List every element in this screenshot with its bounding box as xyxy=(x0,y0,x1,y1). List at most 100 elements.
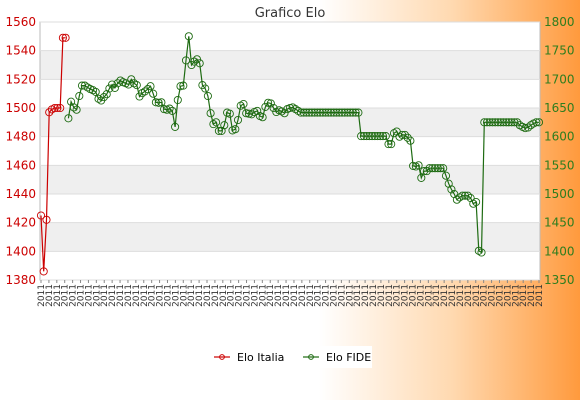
x-tick-label: 2011 xyxy=(448,284,458,307)
data-point xyxy=(154,98,163,107)
data-point xyxy=(299,108,308,117)
x-tick-label: 2011 xyxy=(488,284,498,307)
data-point xyxy=(332,108,341,117)
data-point xyxy=(532,118,541,127)
data-point xyxy=(441,171,451,180)
x-tick-label: 2011 xyxy=(527,284,537,307)
data-point xyxy=(242,109,251,118)
x-tick-label: 2011 xyxy=(266,284,276,307)
data-point xyxy=(504,118,513,127)
data-point xyxy=(45,108,54,117)
data-point xyxy=(335,108,344,117)
data-point xyxy=(91,87,100,96)
x-tick-label: 2011 xyxy=(156,284,166,307)
x-tick-label: 2011 xyxy=(100,284,110,307)
data-point xyxy=(461,191,470,200)
x-tick-label: 2011 xyxy=(385,284,395,307)
data-point xyxy=(233,115,243,125)
x-tick-label: 2011 xyxy=(37,284,47,307)
series-line-elo-fide xyxy=(67,36,539,254)
data-point xyxy=(368,132,377,141)
x-tick-label: 2011 xyxy=(361,284,371,307)
data-point xyxy=(387,140,396,149)
data-point xyxy=(321,108,330,117)
data-point xyxy=(365,132,374,141)
data-point xyxy=(354,108,363,117)
data-point xyxy=(409,161,418,170)
data-point xyxy=(376,132,385,141)
data-point xyxy=(324,108,333,117)
data-point xyxy=(400,130,409,139)
data-point xyxy=(239,99,248,109)
y-right-tick-label: 1700 xyxy=(544,72,575,86)
data-point xyxy=(357,132,366,141)
legend-box xyxy=(207,346,372,368)
y-right-tick-label: 1750 xyxy=(544,44,575,58)
x-tick-label: 2011 xyxy=(77,284,87,307)
data-point xyxy=(384,140,393,149)
series-lines xyxy=(40,36,539,272)
data-point xyxy=(499,118,508,127)
data-point xyxy=(378,132,388,141)
data-point xyxy=(266,99,275,108)
data-point xyxy=(157,98,166,107)
data-point xyxy=(485,118,494,127)
data-point xyxy=(452,195,461,204)
y-left-tick-label: 1420 xyxy=(5,216,36,230)
data-point xyxy=(113,79,122,88)
x-tick-label: 2011 xyxy=(440,284,450,307)
data-point xyxy=(477,248,486,257)
x-tick-label: 2011 xyxy=(258,284,268,307)
legend-item-elo-italia-label: Elo Italia xyxy=(237,351,284,364)
data-point xyxy=(403,133,412,142)
data-point xyxy=(165,104,174,113)
data-point xyxy=(132,81,141,90)
series-points xyxy=(36,32,544,276)
x-tick-label: 2011 xyxy=(306,284,316,307)
data-point xyxy=(151,98,160,107)
x-tick-label: 2011 xyxy=(53,284,63,307)
data-point xyxy=(313,108,322,117)
data-point xyxy=(201,84,210,93)
data-point xyxy=(296,108,305,117)
grid-band xyxy=(40,108,540,137)
x-tick-label: 2011 xyxy=(369,284,379,307)
data-point xyxy=(351,108,360,117)
x-tick-label: 2011 xyxy=(377,284,387,307)
right-axis-ticks: 1350 1400 1450 1500 1550 1600 1650 1700 1750 1800 xyxy=(544,15,575,287)
data-point xyxy=(433,164,442,173)
x-tick-label: 2011 xyxy=(132,284,142,307)
legend: Elo Italia Elo FIDE xyxy=(207,346,372,368)
y-left-tick-label: 1520 xyxy=(5,72,36,86)
x-tick-label: 2011 xyxy=(329,284,339,307)
data-point xyxy=(192,55,202,64)
data-point xyxy=(496,118,505,127)
data-point xyxy=(173,95,182,105)
data-point xyxy=(124,80,133,89)
data-point xyxy=(269,103,278,113)
data-point xyxy=(414,161,423,170)
data-point xyxy=(436,164,445,173)
data-point xyxy=(381,132,390,141)
data-point xyxy=(53,103,62,113)
data-point xyxy=(534,118,544,127)
data-point xyxy=(310,108,319,117)
data-point xyxy=(39,267,48,276)
data-point xyxy=(472,197,481,207)
data-point xyxy=(463,191,472,200)
data-point xyxy=(69,103,78,112)
data-point xyxy=(302,108,311,117)
data-point xyxy=(209,120,218,129)
data-point xyxy=(513,118,522,127)
y-right-tick-label: 1600 xyxy=(544,130,575,144)
y-left-tick-label: 1500 xyxy=(5,101,36,115)
x-tick-label: 2011 xyxy=(290,284,300,307)
data-point xyxy=(491,118,500,127)
data-point xyxy=(105,84,114,93)
data-point xyxy=(203,91,212,101)
grid-band xyxy=(40,222,540,252)
x-tick-label: 2011 xyxy=(432,284,442,307)
data-point xyxy=(225,109,234,118)
